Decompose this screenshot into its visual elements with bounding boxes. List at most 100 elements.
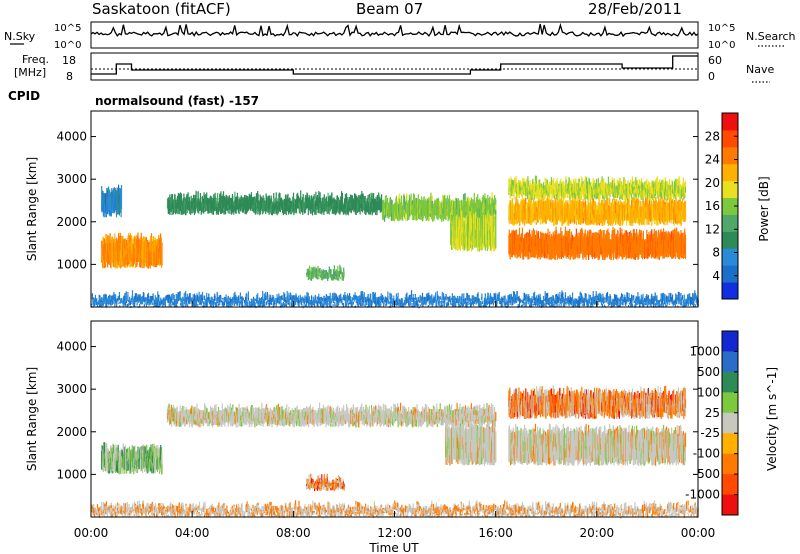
echo-cell [529,196,531,208]
echo-cell [240,195,242,200]
echo-cell [446,195,448,203]
echo-cell [675,213,677,224]
echo-cell [307,197,309,203]
echo-cell [521,190,523,196]
echo-cell [109,210,111,217]
echo-cell [312,196,314,201]
echo-cell [310,206,312,214]
echo-cell [180,193,182,208]
echo-cell [664,217,666,226]
echo-cell [549,199,551,207]
echo-cell [584,215,586,222]
echo-cell [221,195,223,200]
echo-cell [373,208,375,213]
echo-cell [244,205,247,214]
echo-cell [571,232,573,239]
echo-cell [257,191,259,197]
echo-cell [509,251,511,260]
echo-cell [145,237,147,250]
echo-cell [103,260,105,269]
echo-cell [544,193,546,199]
echo-cell [315,209,317,215]
echo-cell [343,209,345,213]
echo-cell [644,219,646,226]
echo-cell [593,198,595,206]
echo-cell [312,201,314,206]
echo-cell [543,233,545,242]
echo-cell [512,180,515,189]
echo-cell [588,203,590,209]
echo-cell [601,176,603,182]
echo-cell [94,303,96,305]
echo-cell [603,178,605,184]
echo-cell [479,210,481,221]
echo-cell [362,207,364,213]
echo-cell [580,220,582,225]
echo-cell [191,198,193,204]
echo-cell [112,300,114,304]
echo-cell [680,214,682,226]
echo-cell [146,240,148,255]
echo-cell [615,213,617,225]
echo-cell [523,198,525,206]
echo-cell [447,215,449,222]
echo-cell [640,230,642,242]
echo-cell [176,209,178,214]
echo-cell [285,198,287,205]
echo-cell [529,184,531,189]
echo-cell [298,195,300,202]
echo-cell [273,210,275,215]
echo-cell [529,194,531,200]
echo-cell [682,252,684,259]
echo-cell [311,209,314,216]
echo-cell [547,197,549,208]
echo-cell [527,186,529,192]
echo-cell [184,208,186,215]
echo-cell [333,265,335,269]
echo-cell [364,196,366,210]
echo-cell [265,204,267,215]
echo-cell [532,178,534,184]
echo-cell [220,191,222,209]
echo-cell [414,197,416,204]
echo-cell [147,240,149,248]
echo-cell [333,210,335,214]
echo-cell [658,232,660,244]
echo-cell [604,234,606,243]
echo-cell [684,186,687,193]
echo-cell [510,189,512,199]
echo-cell [343,198,346,210]
echo-cell [520,251,522,258]
echo-cell [408,214,410,220]
echo-cell [626,250,628,258]
echo-cell [290,211,292,215]
echo-cell [317,207,319,213]
echo-cell [515,229,518,238]
echo-cell [173,208,175,213]
echo-cell [300,195,302,202]
echo-cell [177,195,179,203]
echo-cell [179,193,181,202]
echo-cell [531,230,533,239]
echo-cell [231,208,233,213]
echo-cell [542,182,545,187]
echo-cell [203,210,205,214]
echo-cell [315,191,317,200]
echo-cell [244,194,246,200]
echo-cell [363,196,365,203]
echo-cell [318,276,320,280]
echo-cell [495,204,497,210]
echo-cell [555,196,557,208]
echo-cell [612,205,615,224]
echo-cell [298,209,300,214]
echo-cell [110,301,112,304]
echo-cell [516,193,518,198]
echo-cell [398,213,400,222]
echo-cell [399,198,401,206]
echo-cell [385,195,387,202]
echo-cell [657,253,659,260]
echo-cell [201,195,204,204]
echo-cell [455,197,457,205]
echo-cell [284,208,286,214]
echo-cell [552,250,554,258]
